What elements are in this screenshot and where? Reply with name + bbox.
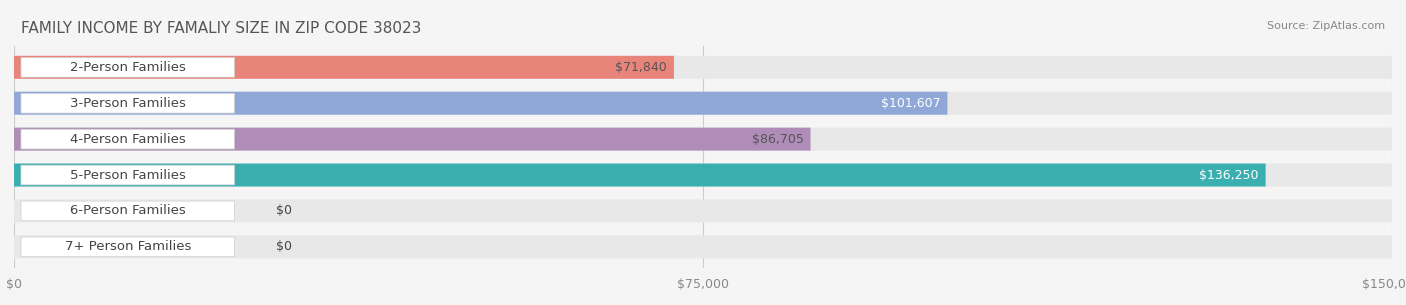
FancyBboxPatch shape [14, 127, 1392, 151]
FancyBboxPatch shape [14, 92, 1392, 115]
FancyBboxPatch shape [14, 235, 1392, 258]
FancyBboxPatch shape [14, 163, 1392, 187]
Text: 3-Person Families: 3-Person Families [70, 97, 186, 110]
Text: $0: $0 [276, 204, 292, 217]
Text: 2-Person Families: 2-Person Families [70, 61, 186, 74]
Text: 7+ Person Families: 7+ Person Families [65, 240, 191, 253]
Text: 5-Person Families: 5-Person Families [70, 169, 186, 181]
FancyBboxPatch shape [14, 199, 1392, 222]
FancyBboxPatch shape [21, 57, 235, 77]
Text: $101,607: $101,607 [882, 97, 941, 110]
FancyBboxPatch shape [14, 163, 1265, 187]
Text: Source: ZipAtlas.com: Source: ZipAtlas.com [1267, 21, 1385, 31]
Text: 4-Person Families: 4-Person Families [70, 133, 186, 145]
FancyBboxPatch shape [21, 237, 235, 257]
FancyBboxPatch shape [14, 127, 810, 151]
FancyBboxPatch shape [21, 93, 235, 113]
Text: $136,250: $136,250 [1199, 169, 1258, 181]
Text: $86,705: $86,705 [752, 133, 804, 145]
Text: $71,840: $71,840 [616, 61, 666, 74]
FancyBboxPatch shape [21, 165, 235, 185]
FancyBboxPatch shape [14, 56, 673, 79]
Text: FAMILY INCOME BY FAMALIY SIZE IN ZIP CODE 38023: FAMILY INCOME BY FAMALIY SIZE IN ZIP COD… [21, 21, 422, 36]
FancyBboxPatch shape [21, 201, 235, 221]
Text: $0: $0 [276, 240, 292, 253]
FancyBboxPatch shape [14, 56, 1392, 79]
Text: 6-Person Families: 6-Person Families [70, 204, 186, 217]
FancyBboxPatch shape [14, 92, 948, 115]
FancyBboxPatch shape [21, 129, 235, 149]
